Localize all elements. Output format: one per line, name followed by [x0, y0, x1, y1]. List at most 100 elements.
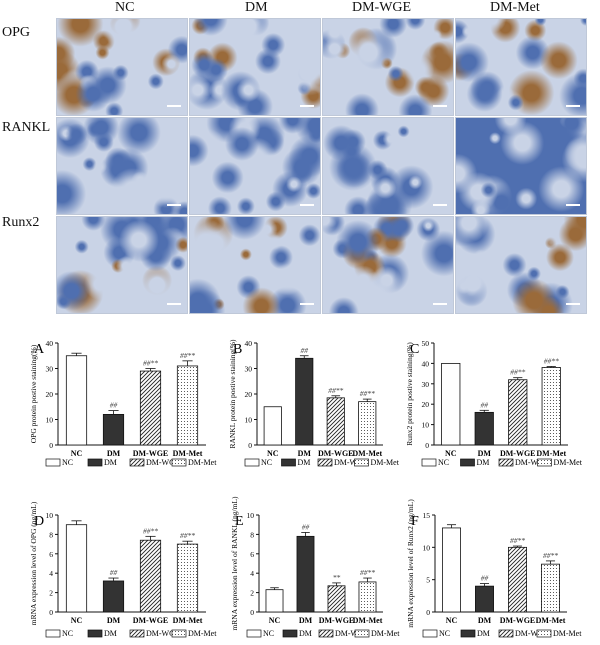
y-axis-label: RANKL protein postive staining(%) — [228, 339, 237, 449]
bar — [508, 546, 527, 613]
scale-bar — [167, 105, 181, 107]
x-tick-label: DM — [478, 449, 492, 458]
col-header-dm-met: DM-Met — [490, 0, 540, 15]
y-axis-label: mRNA expression level of RANKL (ng/mL) — [230, 496, 239, 631]
significance-label: ##** — [328, 386, 343, 395]
legend-label: DM-Met — [554, 458, 583, 467]
bar — [475, 585, 494, 613]
legend-label: NC — [263, 629, 274, 638]
ihc-tile-runx2-dm-met — [455, 216, 587, 314]
x-tick-label: DM — [298, 449, 312, 458]
significance-label: ## — [481, 574, 489, 583]
legend-swatch — [87, 458, 103, 467]
x-tick-label: DM-WGE — [500, 616, 536, 625]
legend-label: DM-WGE — [146, 629, 180, 638]
y-tick-label: 10 — [247, 511, 255, 520]
bar — [176, 365, 199, 446]
scale-bar — [167, 204, 181, 206]
scale-bar — [566, 204, 580, 206]
x-tick-label: DM — [107, 616, 121, 625]
significance-label: ## — [302, 522, 310, 531]
legend-label: DM-Met — [188, 629, 217, 638]
y-axis-label: OPG protein postive staining(%) — [29, 344, 38, 443]
legend-swatch — [422, 629, 438, 638]
legend-swatch — [244, 458, 260, 467]
y-tick-label: 15 — [423, 511, 431, 520]
legend-swatch — [354, 629, 370, 638]
significance-label: ##** — [360, 389, 375, 398]
y-tick-label: 10 — [422, 421, 430, 430]
bar — [65, 524, 88, 613]
bar — [327, 585, 346, 613]
significance-label: ## — [301, 346, 309, 355]
y-tick-label: 40 — [46, 339, 54, 348]
ihc-tile-rankl-dm-wge — [322, 117, 454, 215]
x-tick-label: NC — [446, 616, 458, 625]
legend-swatch — [281, 458, 296, 467]
y-tick-label: 20 — [46, 390, 54, 399]
y-tick-label: 10 — [46, 416, 54, 425]
legend-swatch — [421, 458, 437, 467]
bar — [263, 406, 282, 446]
bar — [541, 367, 561, 446]
x-tick-label: NC — [267, 449, 279, 458]
scale-bar — [566, 105, 580, 107]
legend-swatch — [317, 458, 333, 467]
bar — [441, 362, 461, 446]
y-axis-label: mRNA expression level of Runx2 (ng/mL) — [406, 499, 415, 628]
scale-bar — [300, 105, 314, 107]
legend-label: DM — [104, 458, 117, 467]
ihc-tile-opg-dm — [189, 18, 321, 116]
y-tick-label: 0 — [49, 441, 53, 450]
bar — [326, 397, 345, 446]
scale-bar — [433, 204, 447, 206]
x-tick-label: DM-Met — [352, 449, 382, 458]
ihc-tile-rankl-dm-met — [455, 117, 587, 215]
legend-label: DM — [298, 458, 311, 467]
scale-bar — [300, 204, 314, 206]
y-tick-label: 10 — [245, 416, 253, 425]
legend-label: DM-WGE — [515, 629, 549, 638]
bar — [508, 379, 528, 446]
legend-swatch — [460, 629, 476, 638]
significance-label: ##** — [510, 536, 525, 545]
y-tick-label: 20 — [422, 400, 430, 409]
legend-label: NC — [438, 458, 449, 467]
legend-swatch — [246, 629, 262, 638]
panel-letter: A — [34, 342, 45, 357]
bar — [541, 563, 560, 613]
y-tick-label: 30 — [422, 380, 430, 389]
legend-swatch — [129, 458, 145, 467]
bar — [442, 527, 461, 613]
y-tick-label: 50 — [422, 339, 430, 348]
scale-bar — [433, 303, 447, 305]
col-header-dm: DM — [245, 0, 268, 15]
bar — [358, 581, 377, 613]
y-tick-label: 10 — [46, 511, 54, 520]
y-tick-label: 0 — [425, 441, 429, 450]
panel-letter: F — [411, 514, 419, 529]
scale-bar — [433, 105, 447, 107]
y-axis-label: mRNA expression level of OPG (ng/mL) — [29, 501, 38, 625]
bar — [139, 370, 162, 446]
x-tick-label: DM-Met — [536, 616, 566, 625]
y-tick-label: 0 — [426, 608, 430, 617]
y-tick-label: 6 — [49, 550, 53, 559]
legend-swatch — [354, 458, 369, 467]
scale-bar — [300, 303, 314, 305]
x-tick-label: DM — [107, 449, 121, 458]
legend-label: DM-WGE — [334, 458, 368, 467]
y-tick-label: 4 — [250, 569, 254, 578]
ihc-tile-runx2-dm-wge — [322, 216, 454, 314]
bar — [358, 401, 377, 446]
bar — [295, 357, 314, 446]
significance-label: ##** — [180, 351, 195, 360]
significance-label: ## — [110, 401, 118, 410]
x-tick-label: NC — [71, 449, 83, 458]
significance-label: ##** — [143, 526, 158, 535]
legend-label: DM-WGE — [515, 458, 549, 467]
bar — [139, 539, 162, 613]
bar — [102, 413, 125, 446]
legend-label: DM-Met — [371, 458, 400, 467]
legend-swatch — [171, 629, 187, 638]
